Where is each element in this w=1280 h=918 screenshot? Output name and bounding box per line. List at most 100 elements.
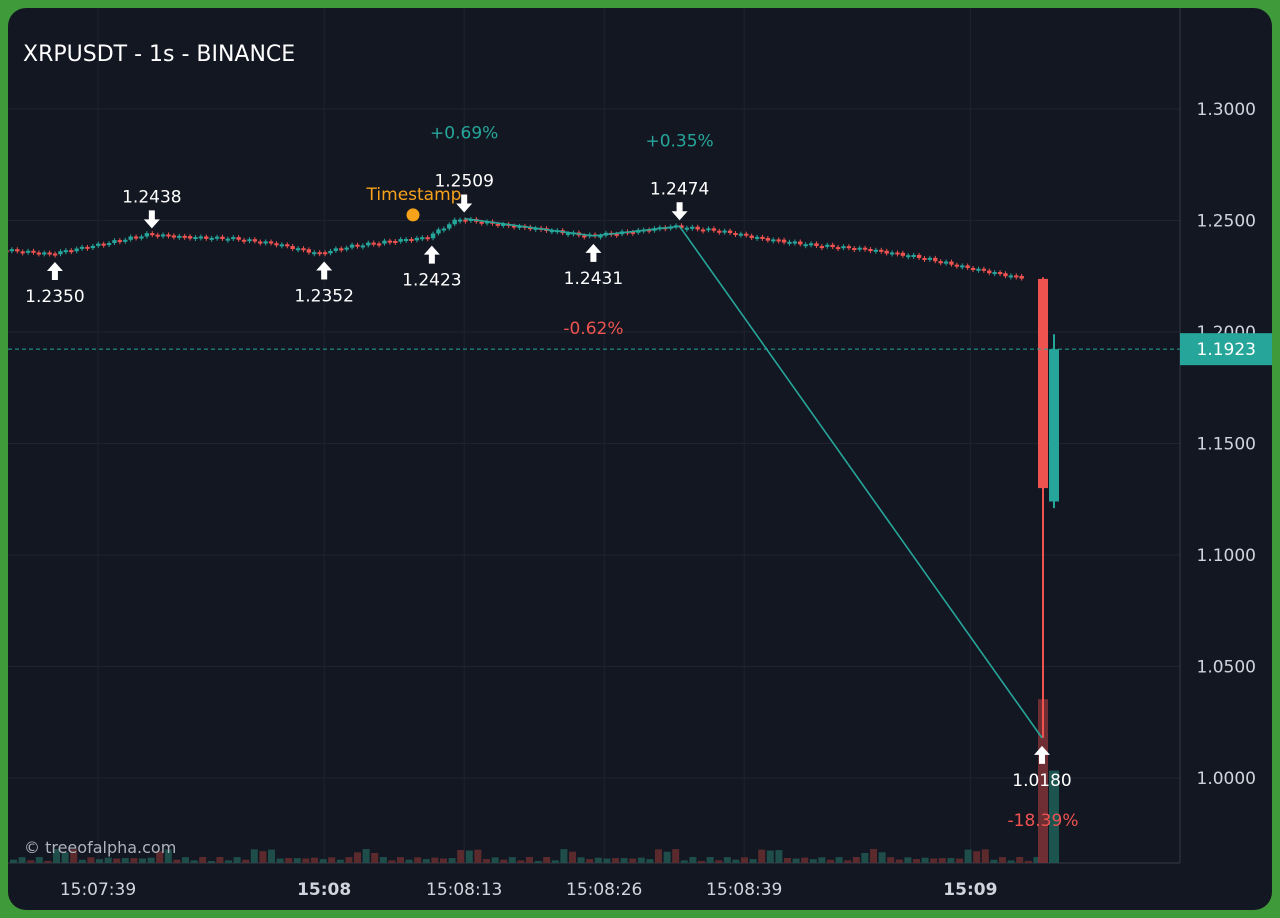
volume-bar (362, 849, 370, 863)
volume-bar (388, 860, 396, 863)
candle (754, 236, 760, 239)
volume-bar (78, 859, 86, 863)
volume-bar (164, 849, 172, 863)
candle (900, 252, 906, 256)
swing-low-arrow-icon (1034, 745, 1050, 764)
volume-bar (113, 858, 121, 863)
candle (387, 240, 393, 243)
candle (943, 261, 949, 264)
volume-bar (465, 850, 473, 863)
volume-bar (655, 849, 662, 863)
candle (884, 250, 889, 254)
candle (177, 235, 182, 238)
candle (981, 268, 987, 271)
candle (225, 238, 231, 241)
x-tick-label: 15:07:39 (60, 880, 136, 900)
swing-low-label: 1.0180 (1012, 771, 1071, 791)
volume-bar (474, 849, 482, 863)
volume-bar (827, 859, 834, 863)
volume-bar (775, 850, 783, 863)
volume-bar (586, 859, 594, 863)
candle (992, 272, 997, 275)
candle (830, 244, 835, 248)
swing-leg-percent: -18.39% (1008, 811, 1079, 831)
swing-low-label: 1.2423 (402, 271, 461, 291)
candle (700, 229, 706, 232)
y-tick-label: 1.3000 (1197, 100, 1256, 120)
candle (47, 252, 52, 255)
candle (414, 237, 420, 241)
volume-bar (414, 857, 422, 863)
volume-bar (680, 860, 688, 863)
candle (717, 230, 722, 233)
candle (20, 251, 25, 254)
candle (144, 233, 150, 237)
candle (841, 246, 846, 249)
candle (209, 237, 214, 240)
candle (949, 261, 954, 265)
volume-bar (199, 857, 207, 863)
swing-high-label: 1.2509 (434, 171, 493, 191)
candle (889, 252, 895, 255)
volume-bar (70, 849, 78, 863)
volume-bar (964, 849, 972, 863)
candle (760, 236, 765, 239)
candle (382, 240, 387, 244)
candle (511, 225, 517, 228)
candle (128, 236, 133, 240)
volume-bar (268, 849, 275, 863)
candle (398, 239, 403, 242)
price-chart[interactable]: 15:07:39 15:08 15:08:13 15:08:26 15:08:39 15:… (8, 8, 1272, 910)
candle (430, 233, 436, 239)
volume-bar (483, 859, 490, 863)
volume-bar (749, 859, 757, 863)
candle (614, 233, 619, 236)
volume-spike-bar (1038, 699, 1048, 863)
candle (501, 223, 506, 226)
candle (371, 242, 376, 245)
volume-bar (921, 857, 929, 863)
candle (85, 246, 90, 249)
volume-bar (706, 857, 714, 863)
candle (868, 248, 873, 252)
candle (927, 257, 933, 260)
volume-bar (319, 859, 327, 863)
candle (263, 241, 268, 244)
candle (106, 243, 112, 246)
candle (803, 244, 808, 247)
candle (150, 233, 155, 236)
candle (646, 229, 652, 232)
candle (976, 268, 981, 271)
candle (852, 248, 857, 251)
candle (598, 235, 603, 238)
candle (317, 252, 322, 255)
volume-bar (784, 858, 791, 863)
swing-leg-percent: -0.62% (563, 319, 623, 339)
volume-bar (259, 851, 267, 863)
candle (69, 250, 74, 253)
volume-spike-bar (1049, 770, 1059, 863)
candle (198, 236, 204, 239)
candle (819, 246, 825, 249)
candle (90, 245, 96, 249)
volume-bar (216, 857, 224, 863)
candle (214, 236, 220, 239)
swing-low-arrow-icon (423, 245, 440, 264)
timestamp-dot[interactable] (406, 208, 420, 222)
volume-bar (715, 860, 723, 863)
current-price-label: 1.1923 (1197, 340, 1256, 360)
volume-bar (207, 860, 215, 863)
candle (355, 244, 360, 247)
candle (808, 243, 814, 246)
volume-bar (397, 857, 404, 863)
swing-low-label: 1.2352 (294, 287, 353, 307)
volume-bar (1007, 860, 1015, 863)
x-tick-label: 15:08 (297, 880, 351, 900)
candle (312, 252, 317, 255)
candle (970, 267, 976, 271)
candle (916, 254, 922, 258)
candle (160, 234, 166, 237)
candle (123, 239, 128, 242)
swing-high-label: 1.2438 (122, 187, 181, 207)
candle (101, 243, 106, 246)
